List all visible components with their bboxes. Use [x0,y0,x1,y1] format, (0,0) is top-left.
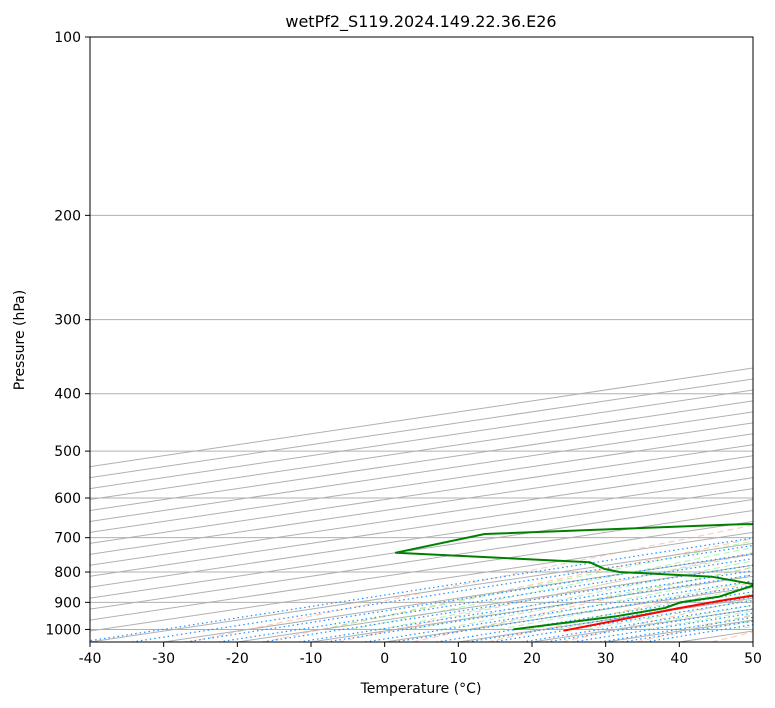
plot-frame [89,36,754,643]
mixing-ratio-line [131,544,753,642]
dewpoint-profile-line [394,523,753,631]
x-tick-label: 0 [380,651,389,667]
x-tick-label: -20 [226,651,249,667]
dry-adiabat-line [188,524,753,642]
sounding-profiles [394,523,753,632]
dry-adiabat-line [263,538,753,642]
y-tick-label: 100 [54,30,81,46]
x-tick-label: 10 [449,651,467,667]
y-tick-label: 500 [54,444,81,460]
x-tick-label: -10 [300,651,323,667]
plot-background [90,37,753,642]
y-tick-label: 800 [54,565,81,581]
isotherm-gridline [90,444,753,544]
axes: -40 -30 -20 -10 0 10 20 30 40 50 100 200 300 400 500 60… [45,30,762,667]
x-tick-label: 40 [670,651,688,667]
dry-adiabat-line [487,581,753,642]
mixing-ratio-line [522,604,753,642]
x-tick-label: 50 [744,651,762,667]
x-tick-label: 30 [597,651,615,667]
y-tick-label: 1000 [45,622,81,638]
mixing-ratio-line [492,599,753,642]
mixing-ratio-line [467,596,753,642]
isotherm-gridline [90,466,753,566]
isotherm-gridline [90,531,753,632]
y-tick-label: 400 [54,387,81,403]
chart-title: wetPf2_S119.2024.149.22.36.E26 [285,12,556,32]
x-tick-label: 20 [523,651,541,667]
mixing-ratio-line [90,537,753,642]
y-tick-label: 700 [54,531,81,547]
y-tick-label: 900 [54,595,81,611]
moist-adiabat-line [498,580,753,630]
isotherm-gridline [90,477,753,577]
moist-adiabat-line [410,560,753,630]
x-tick-label: -40 [79,651,102,667]
x-axis-title: Temperature (°C) [360,681,482,697]
y-tick-label: 600 [54,491,81,507]
background-lines [90,37,753,642]
mixing-ratio-line [572,612,753,642]
y-tick-label: 300 [54,313,81,329]
y-axis-title: Pressure (hPa) [12,290,28,390]
isotherm-gridline [90,488,753,588]
isotherm-gridline [90,520,753,621]
y-tick-label: 200 [54,208,81,224]
isotherm-gridline [90,499,753,599]
mixing-ratio-line [546,608,753,642]
isotherm-gridline [90,455,753,555]
dry-adiabat-line [412,566,753,642]
x-tick-label: -30 [152,651,175,667]
moist-adiabat-line [439,567,753,630]
isotherm-gridline [90,509,753,610]
